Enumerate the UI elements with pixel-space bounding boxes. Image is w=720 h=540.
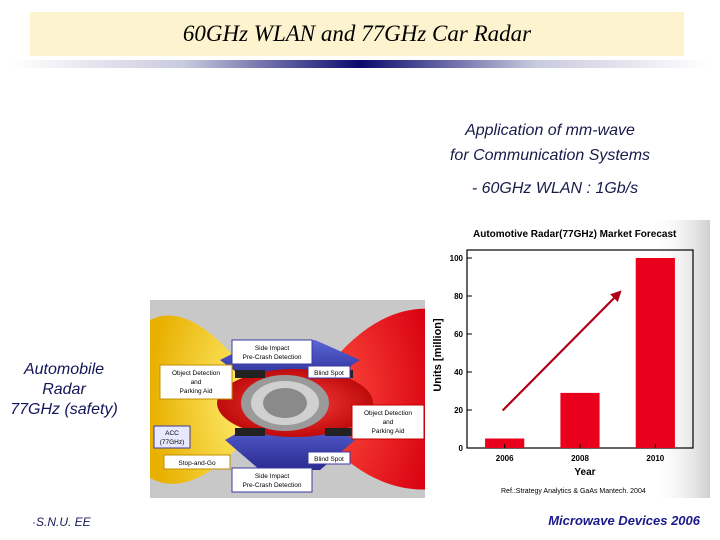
side-impact-top-line-2: Pre-Crash Detection bbox=[243, 354, 302, 361]
acc-box: ACC (77GHz) bbox=[153, 425, 191, 449]
y-tick-label: 100 bbox=[450, 254, 464, 263]
acc-line-1: ACC bbox=[165, 430, 179, 437]
object-detection-left-line-2: and bbox=[191, 379, 202, 386]
application-line-1: Application of mm-wave bbox=[465, 122, 635, 139]
car-icon bbox=[217, 369, 373, 437]
footer-right: Microwave Devices 2006 bbox=[548, 513, 700, 528]
stop-and-go-label: Stop-and-Go bbox=[178, 460, 216, 467]
x-axis-label: Year bbox=[574, 467, 595, 478]
x-tick-label: 2008 bbox=[571, 454, 589, 463]
x-tick-label: 2006 bbox=[496, 454, 514, 463]
side-impact-top-box: Side Impact Pre-Crash Detection bbox=[231, 339, 313, 365]
y-axis-label: Units [million] bbox=[432, 318, 444, 392]
chart-title: Automotive Radar(77GHz) Market Forecast bbox=[473, 229, 677, 240]
y-tick-label: 0 bbox=[459, 444, 464, 453]
bar bbox=[485, 438, 525, 448]
object-detection-right-box: Object Detection and Parking Aid bbox=[351, 404, 425, 440]
plot-area: 0 20 40 60 80 100 2006 2008 2010 bbox=[450, 249, 694, 463]
bar bbox=[560, 392, 600, 448]
y-tick-label: 40 bbox=[454, 368, 463, 377]
object-detection-right-line-1: Object Detection bbox=[364, 410, 412, 417]
stop-and-go-box: Stop-and-Go bbox=[163, 454, 231, 470]
object-detection-left-line-3: Parking Aid bbox=[180, 388, 213, 395]
y-tick-label: 60 bbox=[454, 330, 463, 339]
bar bbox=[635, 258, 675, 448]
radar-label: Automobile Radar 77GHz (safety) bbox=[0, 360, 128, 420]
rear-radar-lobe bbox=[325, 308, 440, 490]
object-detection-left-line-1: Object Detection bbox=[172, 370, 220, 377]
object-detection-left-box: Object Detection and Parking Aid bbox=[159, 364, 233, 400]
blind-spot-top-box: Blind Spot bbox=[307, 365, 351, 379]
side-impact-bottom-line-2: Pre-Crash Detection bbox=[243, 482, 302, 489]
footer-left: ·S.N.U. EE bbox=[32, 515, 91, 529]
slide-title: 60GHz WLAN and 77GHz Car Radar bbox=[182, 21, 532, 46]
title-bar: 60GHz WLAN and 77GHz Car Radar bbox=[30, 12, 684, 56]
market-forecast-chart: Automotive Radar(77GHz) Market Forecast … bbox=[425, 220, 710, 498]
radar-label-line-2: Radar bbox=[42, 381, 86, 398]
side-impact-top-line-1: Side Impact bbox=[255, 345, 290, 352]
application-line-2: for Communication Systems bbox=[449, 147, 651, 164]
blind-spot-bottom-box: Blind Spot bbox=[307, 451, 351, 465]
title-divider bbox=[10, 60, 710, 68]
radar-label-line-3: 77GHz (safety) bbox=[10, 401, 118, 418]
blind-spot-bottom-label: Blind Spot bbox=[314, 456, 344, 463]
trend-arrow bbox=[501, 290, 622, 412]
y-tick-label: 20 bbox=[454, 406, 463, 415]
application-text: Application of mm-wave for Communication… bbox=[400, 118, 700, 168]
y-tick-label: 80 bbox=[454, 292, 463, 301]
side-impact-bottom-line-1: Side Impact bbox=[255, 473, 290, 480]
car-radar-figure: Side Impact Pre-Crash Detection Object D… bbox=[150, 300, 440, 498]
object-detection-right-line-3: Parking Aid bbox=[372, 428, 405, 435]
wlan-bullet: - 60GHz WLAN : 1Gb/s bbox=[471, 180, 639, 197]
blind-spot-top-label: Blind Spot bbox=[314, 370, 344, 377]
object-detection-right-line-2: and bbox=[383, 419, 394, 426]
x-tick-label: 2010 bbox=[646, 454, 664, 463]
radar-label-line-1: Automobile bbox=[23, 361, 105, 378]
acc-line-2: (77GHz) bbox=[160, 439, 185, 446]
side-impact-bottom-box: Side Impact Pre-Crash Detection bbox=[231, 467, 313, 493]
chart-source: Ref.:Strategy Analytics & GaAs Mantech. … bbox=[501, 488, 646, 495]
